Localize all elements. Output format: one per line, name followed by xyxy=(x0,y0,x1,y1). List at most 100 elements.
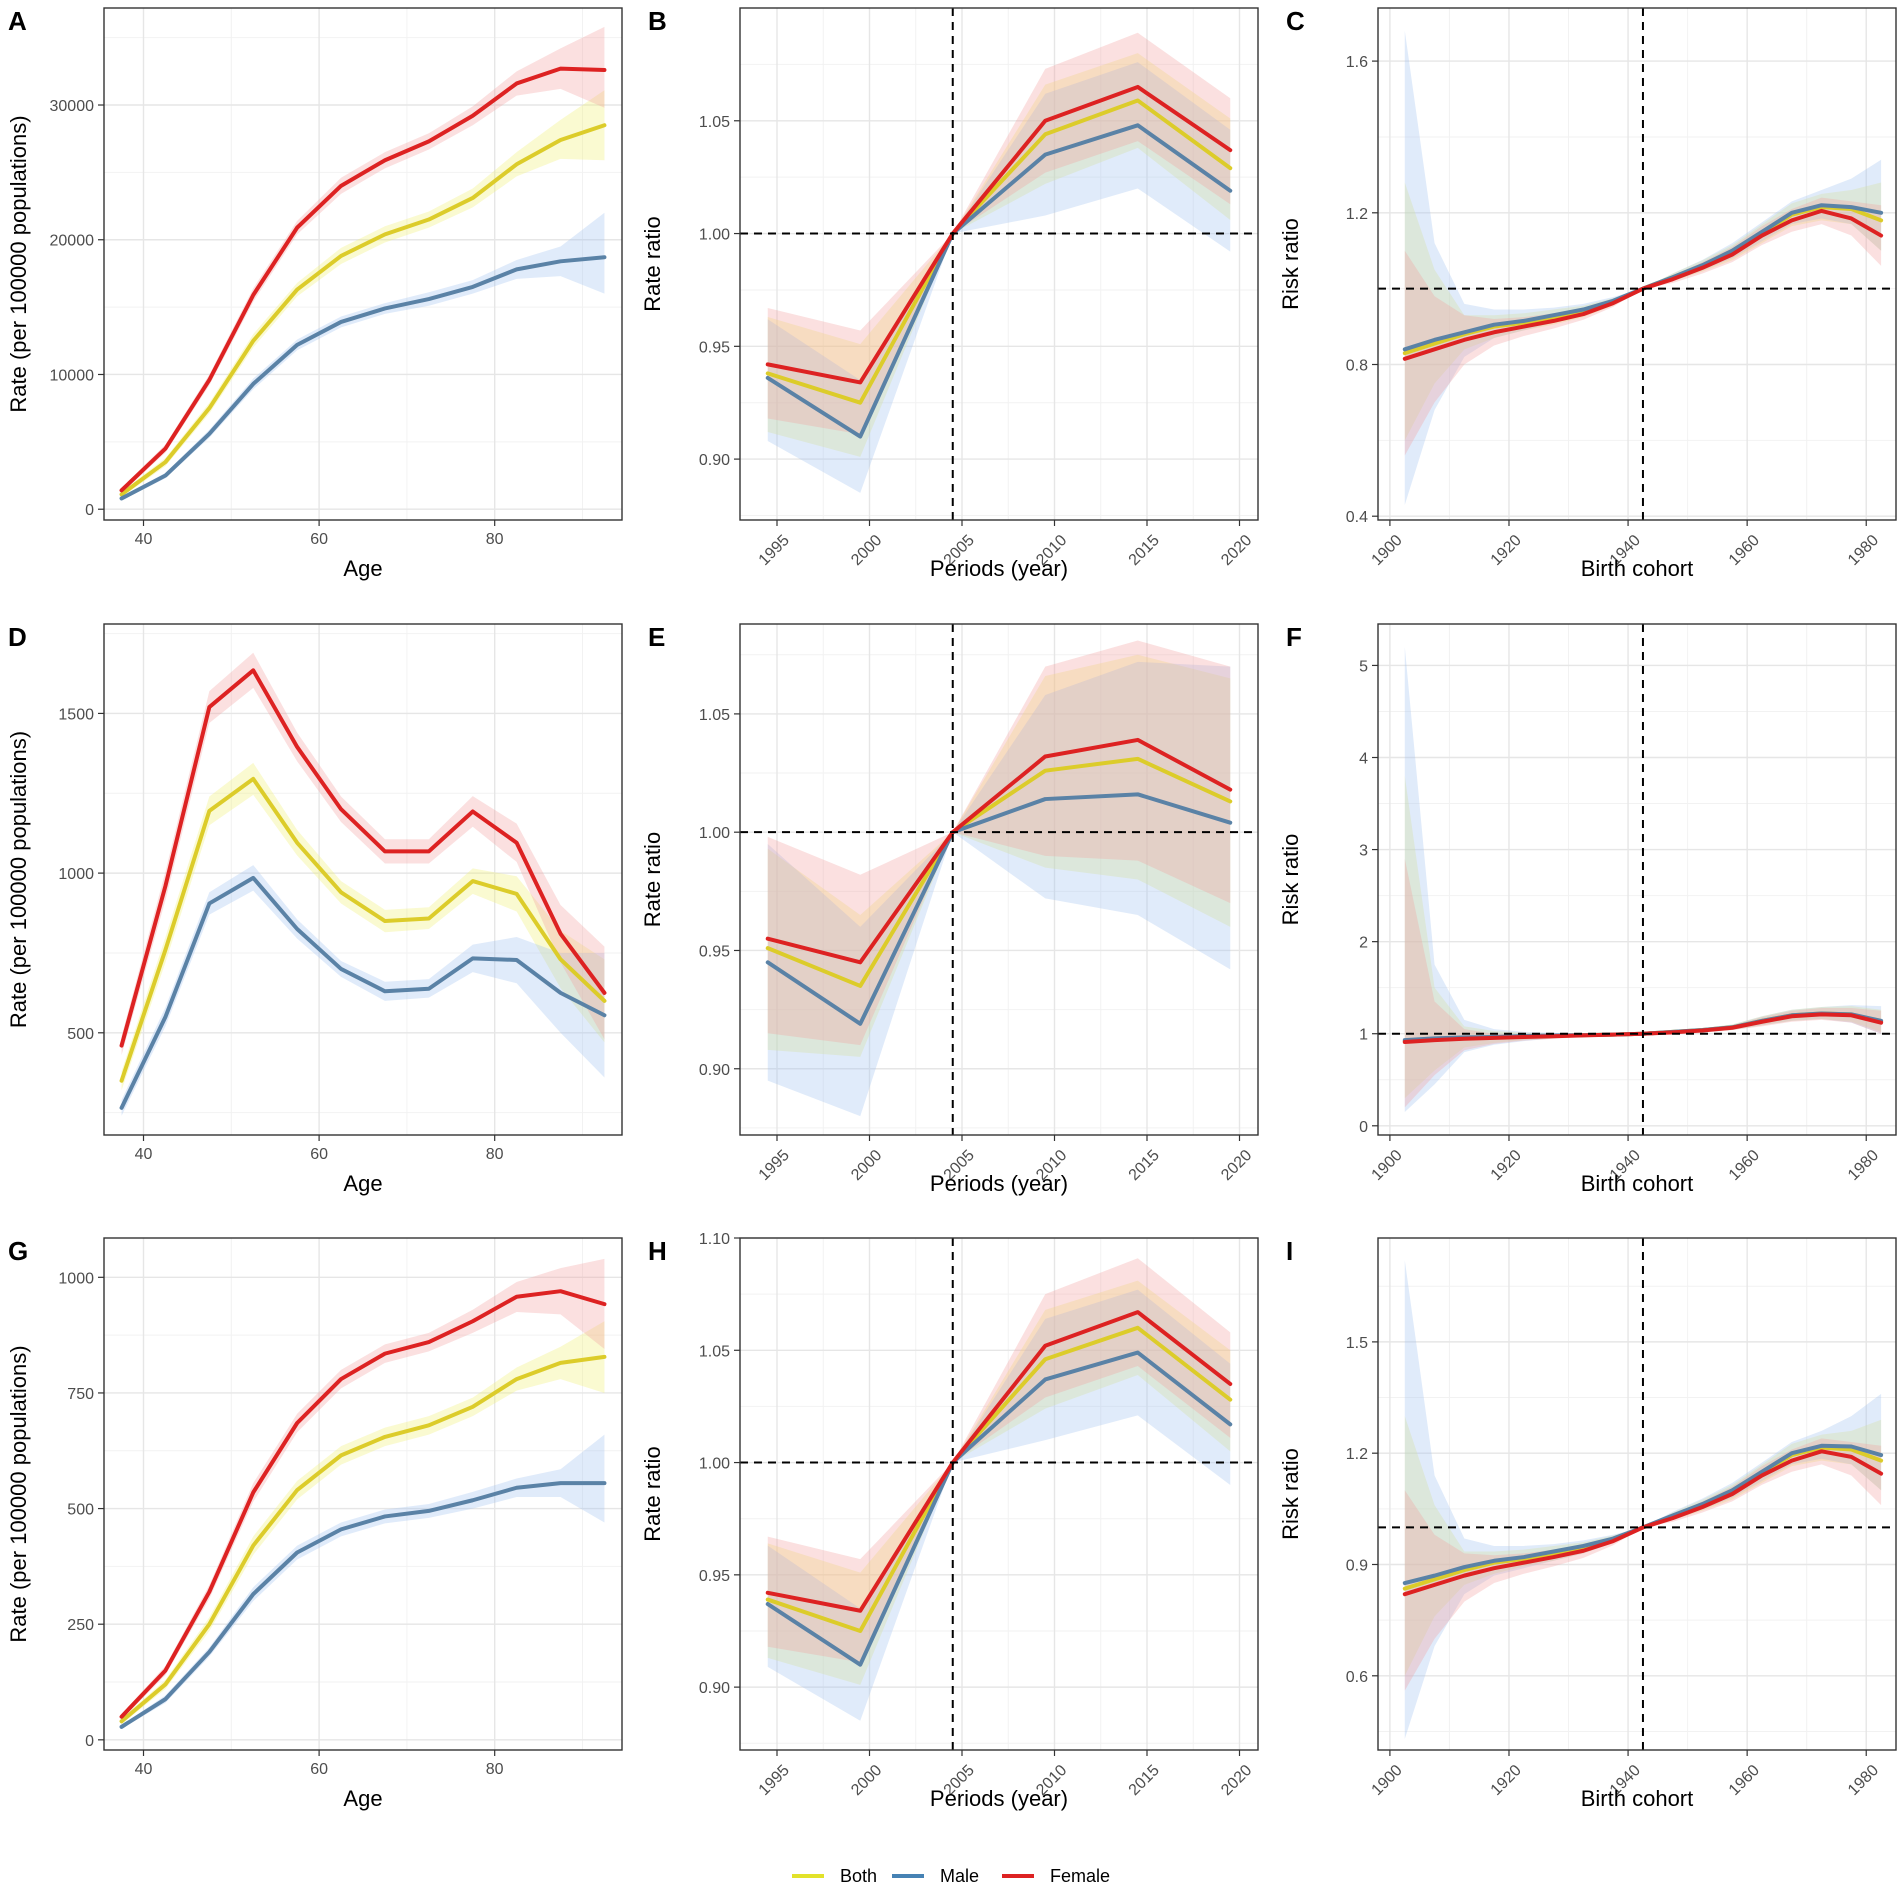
y-tick-label: 1.2 xyxy=(1346,1446,1368,1463)
y-tick-label: 1.05 xyxy=(699,114,730,131)
panel-a: 0 10000 20000 30000 40 60 80 Age Rate (per 10000… xyxy=(6,6,623,581)
y-tick-label: 0 xyxy=(1359,1119,1368,1136)
y-tick-label: 500 xyxy=(67,1026,94,1043)
x-tick-label: 60 xyxy=(310,1146,328,1163)
panel-letter-b: B xyxy=(648,6,667,36)
y-tick-label: 0.4 xyxy=(1346,509,1368,526)
y-tick-label: 0 xyxy=(85,1733,94,1750)
x-axis-title: Periods (year) xyxy=(930,556,1068,581)
x-tick-label: 2000 xyxy=(848,1147,885,1184)
legend-label-male: Male xyxy=(940,1866,979,1886)
series-line-male xyxy=(119,255,607,501)
y-tick-label: 250 xyxy=(67,1617,94,1634)
x-tick-label: 40 xyxy=(135,531,153,548)
x-tick-label: 60 xyxy=(310,1761,328,1778)
ci-band-both xyxy=(767,654,1231,1057)
x-tick-label: 1920 xyxy=(1488,1762,1525,1799)
series-line-female xyxy=(765,737,1233,965)
plot-background-h xyxy=(740,1238,1258,1750)
x-tick-label: 1960 xyxy=(1726,1762,1763,1799)
plot-background-f xyxy=(1378,624,1896,1135)
y-tick-label: 0.95 xyxy=(699,339,730,356)
y-tick-label: 1.2 xyxy=(1346,206,1368,223)
y-tick-label: 750 xyxy=(67,1386,94,1403)
x-axis-title: Periods (year) xyxy=(930,1171,1068,1196)
x-tick-label: 1920 xyxy=(1488,1147,1525,1184)
plot-border-b xyxy=(739,7,1259,521)
y-tick-label: 0.90 xyxy=(699,452,730,469)
ci-band-both xyxy=(767,53,1231,457)
x-tick-label: 1980 xyxy=(1845,1147,1882,1184)
x-axis-title: Birth cohort xyxy=(1581,1786,1694,1811)
series-line-both xyxy=(765,98,1233,405)
panel-letter-e: E xyxy=(648,622,665,652)
plot-background-c xyxy=(1378,8,1896,520)
x-tick-label: 1960 xyxy=(1726,1147,1763,1184)
x-tick-label: 80 xyxy=(486,1761,504,1778)
legend: Both Male Female xyxy=(792,1866,1110,1886)
series-line-female xyxy=(119,66,607,493)
y-axis-title: Rate (per 100000 populations) xyxy=(6,731,31,1028)
x-tick-label: 2015 xyxy=(1126,1762,1163,1799)
series-line-male xyxy=(119,1481,607,1729)
y-axis-title: Risk ratio xyxy=(1278,218,1303,310)
plot-background-g xyxy=(104,1238,622,1750)
y-tick-label: 20000 xyxy=(50,233,95,250)
panel-letter-g: G xyxy=(8,1236,28,1266)
plot-background-e xyxy=(740,624,1258,1135)
y-axis-title: Rate ratio xyxy=(640,216,665,311)
y-tick-label: 30000 xyxy=(50,98,95,115)
x-axis-title: Age xyxy=(343,556,382,581)
plot-area-b xyxy=(765,32,1233,493)
plot-area-g xyxy=(119,1258,607,1729)
plot-area-h xyxy=(765,1258,1233,1721)
ci-band-male xyxy=(121,212,605,501)
y-axis-title: Rate ratio xyxy=(640,1446,665,1541)
plot-border-e xyxy=(739,623,1259,1136)
plot-border-i xyxy=(1377,1237,1897,1751)
y-tick-label: 1.00 xyxy=(699,825,730,842)
y-axis-title: Rate (per 100000 populations) xyxy=(6,1345,31,1642)
series-line-both xyxy=(119,1354,607,1724)
y-tick-label: 1.10 xyxy=(699,1231,730,1248)
y-axis-title: Risk ratio xyxy=(1278,834,1303,926)
legend-label-female: Female xyxy=(1050,1866,1110,1886)
plot-border-a xyxy=(103,7,623,521)
x-tick-label: 2020 xyxy=(1218,1762,1255,1799)
series-line-both xyxy=(119,776,607,1083)
x-tick-label: 1920 xyxy=(1488,532,1525,569)
y-tick-label: 1000 xyxy=(58,866,94,883)
plot-border-c xyxy=(1377,7,1897,521)
x-tick-label: 1995 xyxy=(756,1762,793,1799)
panel-letter-c: C xyxy=(1286,6,1305,36)
y-tick-label: 1.00 xyxy=(699,1456,730,1473)
x-axis-title: Birth cohort xyxy=(1581,556,1694,581)
ci-band-both xyxy=(767,1280,1231,1685)
series-line-male xyxy=(119,875,607,1110)
plot-area-e xyxy=(765,640,1233,1117)
x-tick-label: 1900 xyxy=(1369,1762,1406,1799)
x-tick-label: 2015 xyxy=(1126,1147,1163,1184)
series-line-male xyxy=(765,123,1233,439)
plot-background-b xyxy=(740,8,1258,520)
panel-letter-a: A xyxy=(8,6,27,36)
y-tick-label: 1 xyxy=(1359,1027,1368,1044)
x-tick-label: 80 xyxy=(486,531,504,548)
y-tick-label: 1000 xyxy=(58,1270,94,1287)
plot-border-h xyxy=(739,1237,1259,1751)
x-tick-label: 1995 xyxy=(756,532,793,569)
x-tick-label: 2020 xyxy=(1218,532,1255,569)
series-line-female xyxy=(765,1310,1233,1613)
x-tick-label: 1995 xyxy=(756,1147,793,1184)
y-tick-label: 0.95 xyxy=(699,943,730,960)
panel-letter-f: F xyxy=(1286,622,1302,652)
y-tick-label: 2 xyxy=(1359,935,1368,952)
y-axis-title: Rate (per 100000 populations) xyxy=(6,115,31,412)
panel-letter-i: I xyxy=(1286,1236,1293,1266)
panel-d: 500 1000 1500 40 60 80 Age Rate (per 100000 pop… xyxy=(6,622,623,1196)
series-line-both xyxy=(765,756,1233,988)
plot-area-i xyxy=(1402,1260,1884,1739)
ci-band-female xyxy=(121,26,605,494)
